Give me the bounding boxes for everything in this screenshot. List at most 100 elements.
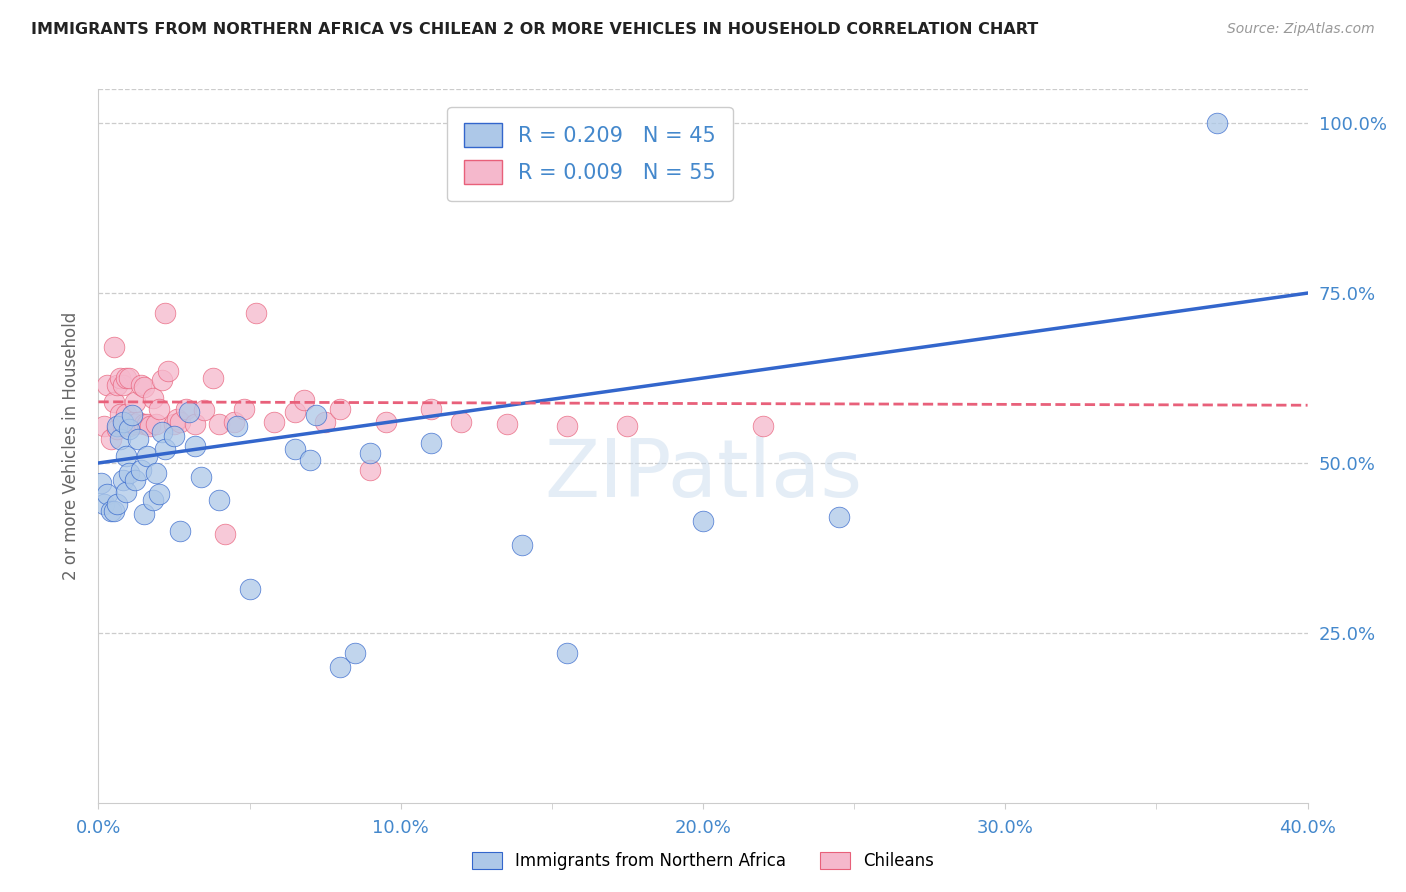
- Point: [118, 466, 141, 480]
- Point: [118, 371, 141, 385]
- Point: [420, 435, 443, 450]
- Point: [148, 401, 170, 416]
- Point: [752, 418, 775, 433]
- Point: [214, 527, 236, 541]
- Point: [111, 415, 134, 429]
- Point: [139, 418, 162, 433]
- Point: [208, 493, 231, 508]
- Point: [150, 425, 173, 440]
- Point: [132, 417, 155, 431]
- Point: [193, 403, 215, 417]
- Point: [284, 442, 307, 457]
- Point: [692, 514, 714, 528]
- Point: [118, 422, 141, 436]
- Text: Source: ZipAtlas.com: Source: ZipAtlas.com: [1227, 22, 1375, 37]
- Point: [145, 417, 167, 431]
- Point: [232, 401, 254, 416]
- Point: [245, 306, 267, 320]
- Point: [93, 497, 115, 511]
- Point: [118, 418, 141, 433]
- Point: [124, 417, 146, 431]
- Point: [184, 439, 207, 453]
- Point: [132, 380, 155, 394]
- Point: [263, 415, 285, 429]
- Point: [105, 497, 128, 511]
- Point: [495, 417, 517, 431]
- Point: [105, 422, 128, 436]
- Point: [148, 486, 170, 500]
- Point: [329, 660, 352, 674]
- Point: [299, 452, 322, 467]
- Point: [103, 394, 125, 409]
- Point: [135, 417, 157, 431]
- Point: [292, 393, 315, 408]
- Point: [450, 415, 472, 429]
- Point: [114, 407, 136, 421]
- Point: [190, 469, 212, 483]
- Point: [163, 417, 186, 431]
- Point: [284, 405, 307, 419]
- Point: [129, 463, 152, 477]
- Point: [114, 449, 136, 463]
- Legend: R = 0.209   N = 45, R = 0.009   N = 55: R = 0.209 N = 45, R = 0.009 N = 55: [447, 107, 733, 201]
- Point: [105, 377, 128, 392]
- Point: [111, 377, 134, 392]
- Point: [420, 401, 443, 416]
- Point: [105, 418, 128, 433]
- Point: [108, 407, 131, 421]
- Point: [100, 432, 122, 446]
- Point: [150, 373, 173, 387]
- Point: [156, 364, 179, 378]
- Point: [153, 442, 176, 457]
- Point: [329, 401, 352, 416]
- Text: IMMIGRANTS FROM NORTHERN AFRICA VS CHILEAN 2 OR MORE VEHICLES IN HOUSEHOLD CORRE: IMMIGRANTS FROM NORTHERN AFRICA VS CHILE…: [31, 22, 1038, 37]
- Point: [124, 473, 146, 487]
- Point: [108, 371, 131, 385]
- Point: [90, 476, 112, 491]
- Point: [114, 371, 136, 385]
- Point: [127, 415, 149, 429]
- Point: [153, 306, 176, 320]
- Point: [208, 417, 231, 431]
- Point: [169, 415, 191, 429]
- Point: [555, 646, 578, 660]
- Point: [103, 503, 125, 517]
- Legend: Immigrants from Northern Africa, Chileans: Immigrants from Northern Africa, Chilean…: [465, 845, 941, 877]
- Point: [127, 432, 149, 446]
- Point: [114, 484, 136, 499]
- Point: [360, 446, 382, 460]
- Point: [93, 418, 115, 433]
- Point: [174, 401, 197, 416]
- Point: [142, 493, 165, 508]
- Point: [100, 503, 122, 517]
- Point: [111, 418, 134, 433]
- Text: ZIPatlas: ZIPatlas: [544, 435, 862, 514]
- Point: [142, 392, 165, 406]
- Point: [1206, 116, 1229, 130]
- Point: [510, 537, 533, 551]
- Point: [96, 377, 118, 392]
- Y-axis label: 2 or more Vehicles in Household: 2 or more Vehicles in Household: [62, 312, 80, 580]
- Point: [344, 646, 367, 660]
- Point: [145, 466, 167, 480]
- Point: [166, 412, 188, 426]
- Point: [108, 432, 131, 446]
- Point: [202, 371, 225, 385]
- Point: [360, 463, 382, 477]
- Point: [111, 473, 134, 487]
- Point: [103, 341, 125, 355]
- Point: [374, 415, 396, 429]
- Point: [226, 418, 249, 433]
- Point: [184, 417, 207, 431]
- Point: [169, 524, 191, 538]
- Point: [135, 449, 157, 463]
- Point: [121, 415, 143, 429]
- Point: [305, 409, 328, 423]
- Point: [224, 415, 246, 429]
- Point: [129, 377, 152, 392]
- Point: [96, 486, 118, 500]
- Point: [179, 405, 201, 419]
- Point: [239, 582, 262, 596]
- Point: [163, 429, 186, 443]
- Point: [555, 418, 578, 433]
